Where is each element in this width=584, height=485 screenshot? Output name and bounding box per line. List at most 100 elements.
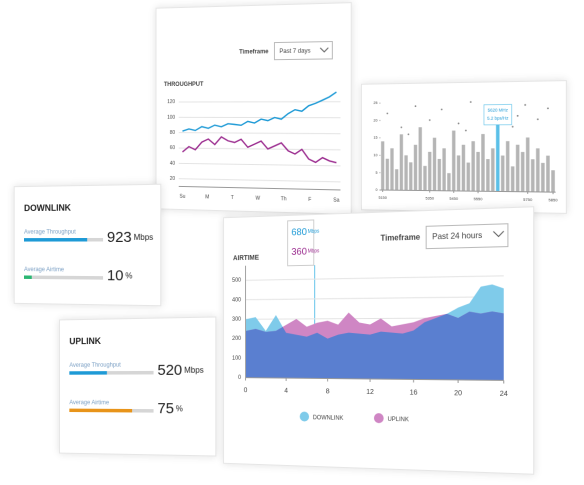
uplink-card: UPLINK Average Throughput 520 Mbps Average A… xyxy=(59,316,217,457)
x-tick-label: 5750 xyxy=(523,197,532,202)
unit: Mbps xyxy=(184,366,204,375)
value: 10 xyxy=(107,268,123,285)
bar xyxy=(515,144,520,192)
card-title: DOWNLINK xyxy=(24,202,72,213)
y-tick-label: 15 xyxy=(373,135,377,140)
bar xyxy=(437,158,441,191)
bar xyxy=(381,141,385,191)
legend-swatch xyxy=(299,411,310,422)
unit: % xyxy=(176,404,183,413)
y-tick-label: 100 xyxy=(232,356,241,362)
tooltip-box xyxy=(484,104,512,124)
point xyxy=(386,112,389,115)
bar xyxy=(476,151,480,192)
chart-title: THROUGHPUT xyxy=(164,82,204,88)
downlink-stats: DOWNLINK Average Throughput 923 Mbps Average… xyxy=(24,202,153,285)
point xyxy=(400,126,403,129)
spectrum-panel: 0 5 10 15 20 25 5150 5350 5450 5550 5750 5850 5620 M… xyxy=(360,80,567,214)
x-tick-label: 0 xyxy=(244,387,248,394)
bar xyxy=(546,155,550,193)
stat-value: 75% xyxy=(157,401,183,418)
value: 680 xyxy=(291,226,307,238)
timeframe-value: Past 7 days xyxy=(279,49,310,56)
bar xyxy=(395,169,399,191)
y-tick-label: 80 xyxy=(170,130,175,136)
stat-value: 10% xyxy=(107,268,133,285)
bar xyxy=(69,408,133,413)
legend-label: UPLINK xyxy=(388,417,409,424)
downlink-card: DOWNLINK Average Throughput 923 Mbps Average… xyxy=(13,183,162,307)
y-tick-label: 120 xyxy=(167,99,175,105)
bar-track xyxy=(69,370,154,375)
y-tick-label: 500 xyxy=(232,278,241,284)
tooltip-value: 360Mbps xyxy=(291,246,319,258)
throughput-chart: Timeframe Past 7 days THROUGHPUT 20 40 60 8… xyxy=(164,3,351,204)
bar xyxy=(530,159,535,192)
y-tick-label: 100 xyxy=(167,115,175,121)
point xyxy=(458,122,460,125)
stat-label: Average Airtime xyxy=(24,267,64,273)
bar xyxy=(423,165,427,191)
timeframe-select[interactable] xyxy=(426,224,508,249)
point xyxy=(469,101,472,103)
bar xyxy=(525,137,530,192)
x-tick-label: Sa xyxy=(333,197,340,203)
value: 520 xyxy=(157,362,182,379)
card-title: UPLINK xyxy=(69,336,101,347)
y-tick-label: 20 xyxy=(170,176,175,182)
bar xyxy=(500,155,505,192)
bar xyxy=(447,173,451,191)
x-tick-label: 5550 xyxy=(474,196,483,201)
y-tick-label: 400 xyxy=(232,297,241,303)
x-tick-label: T xyxy=(231,195,234,201)
tooltip-text: 5.2 bps/Hz xyxy=(487,116,508,121)
grid-line xyxy=(179,179,341,182)
bar xyxy=(452,130,456,191)
y-tick-label: 25 xyxy=(373,100,377,105)
y-tick-label: 5 xyxy=(376,170,378,175)
x-tick-label: 5350 xyxy=(426,195,434,200)
grid-line xyxy=(179,163,341,166)
bar xyxy=(385,158,389,191)
bar xyxy=(541,162,545,193)
x-tick-label: M xyxy=(205,194,209,200)
x-axis xyxy=(179,186,341,190)
bar xyxy=(399,134,404,191)
bar xyxy=(428,151,432,191)
x-tick-label: 16 xyxy=(410,389,418,396)
y-tick-label: 0 xyxy=(238,375,241,381)
point xyxy=(516,114,519,117)
x-tick-label: 4 xyxy=(284,387,288,394)
bar xyxy=(457,155,461,192)
bar xyxy=(404,155,408,191)
bar xyxy=(520,151,525,192)
x-tick-label: 8 xyxy=(326,388,330,395)
y-tick-label: 20 xyxy=(373,118,377,123)
line-series xyxy=(182,92,336,132)
value: 360 xyxy=(291,246,307,258)
stat-label: Average Throughput xyxy=(24,230,76,236)
point xyxy=(414,105,417,108)
bar xyxy=(432,137,437,191)
value: 923 xyxy=(107,229,132,246)
uplink-stats: UPLINK Average Throughput 520 Mbps Average A… xyxy=(69,336,204,418)
timeframe-label: Timeframe xyxy=(239,49,269,56)
timeframe-value: Past 24 hours xyxy=(432,231,482,242)
stat-value: 520 Mbps xyxy=(157,362,203,379)
point xyxy=(464,129,466,132)
bar xyxy=(442,148,446,191)
bar xyxy=(409,162,413,191)
y-tick-label: 200 xyxy=(232,336,241,342)
bar xyxy=(551,170,555,193)
grid-line xyxy=(179,148,341,150)
timeframe-select[interactable] xyxy=(274,42,332,60)
bar xyxy=(413,144,418,191)
stat-value: 923 Mbps xyxy=(107,229,153,246)
grid-line xyxy=(246,297,504,300)
unit: Mbps xyxy=(308,229,320,235)
bar-track xyxy=(24,275,104,280)
unit: % xyxy=(125,271,132,280)
y-tick-label: 60 xyxy=(170,145,175,151)
bar xyxy=(510,166,515,192)
